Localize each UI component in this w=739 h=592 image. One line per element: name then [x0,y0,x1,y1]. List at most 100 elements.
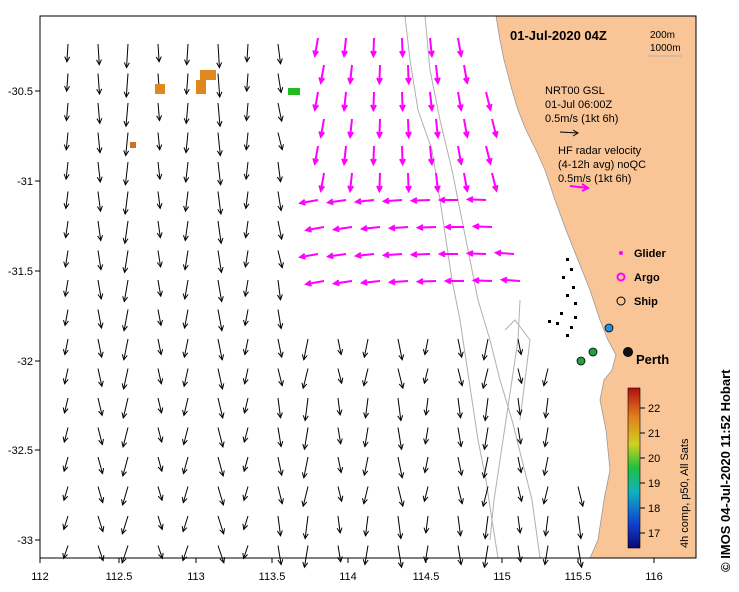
hf-vector [376,64,383,86]
gsl-vector [121,427,129,448]
gsl-vector [422,368,429,385]
gsl-vector [242,397,249,415]
hf-vector [462,64,470,85]
lon-tick-label: 112 [31,571,49,583]
gsl-vector [155,43,162,63]
gsl-vector [182,309,189,330]
hf-legend-note: (4-12h avg) noQC [558,159,646,171]
hf-vector [434,172,441,194]
gsl-vector [183,132,190,154]
gsl-vector [216,102,223,128]
hf-vector [347,64,354,86]
gsl-vector [397,368,405,390]
hf-vector [331,279,353,287]
hf-vector [443,277,464,285]
gsl-vector [397,545,404,569]
glider-marker [566,294,569,297]
gsl-vector [182,279,189,300]
hf-vector [318,118,326,139]
gsl-vector [157,397,164,415]
gsl-vector [217,309,224,332]
gsl-vector [242,338,249,356]
gsl-vector [122,191,129,216]
gsl-vector [157,515,164,531]
gsl-vector [217,368,225,390]
gsl-vector [301,456,309,479]
perth-marker [623,347,633,357]
date-label: 01-Jul-2020 04Z [510,28,607,43]
hf-vector [428,145,435,167]
hf-vector [399,91,406,113]
gsl-vector [157,309,163,327]
gsl-vector [422,338,429,356]
gsl-vector [423,397,430,417]
gsl-vector [156,161,163,181]
gsl-vector [481,338,489,361]
gsl-vector [301,338,309,361]
gsl-vector [277,456,284,477]
gsl-vector [456,515,463,537]
hf-vector [443,223,464,231]
gsl-vector [122,279,129,303]
gsl-vector [243,191,250,210]
gsl-legend-title: NRT00 GSL [545,85,605,97]
gsl-vector [157,279,163,298]
glider-marker [570,268,573,271]
gsl-vector [182,427,189,446]
gsl-vector [482,515,489,540]
hf-vector [347,118,354,140]
gsl-vector [182,397,189,417]
hf-vector [376,118,383,140]
gsl-vector [423,427,430,445]
hf-vector [437,250,458,258]
hf-vector [471,223,493,230]
gsl-vector [217,191,224,216]
hf-vector [456,37,464,58]
gsl-vector [277,132,284,151]
gsl-vector [457,456,464,477]
colorbar-tick-label: 21 [648,428,660,440]
hf-vector [456,145,464,166]
gsl-vector [121,456,129,477]
gsl-vector [482,397,489,422]
hf-vector [428,91,435,113]
gsl-vector [120,545,129,564]
gsl-vector [397,486,405,508]
gsl-vector [362,368,369,387]
gsl-vector [301,368,309,390]
lat-tick-label: -33 [17,535,33,547]
hf-vector [456,91,464,112]
colorbar-tick-label: 17 [648,528,660,540]
gsl-vector [216,73,223,99]
gsl-vector [481,368,489,390]
gsl-vector [183,161,190,184]
gsl-vector [276,397,283,419]
gsl-vector [181,515,189,533]
hf-vector [493,249,515,257]
hf-vector [437,196,458,204]
gsl-scale-arrow [559,129,579,137]
gsl-vector [423,515,430,535]
gsl-vector [302,545,309,569]
lon-tick-label: 113.5 [259,571,286,583]
gsl-vector [302,427,309,451]
hf-vector [312,145,320,166]
hf-vector [318,64,326,85]
gsl-vector [277,338,284,359]
credit-text: © IMOS 04-Jul-2020 11:52 Hobart [718,369,733,572]
hf-vector [428,37,435,59]
hf-vector [331,225,353,233]
gsl-vector [422,486,429,503]
gsl-vector [543,515,550,537]
hf-vector [485,145,493,166]
gsl-vector [277,73,284,94]
gsl-vector [277,220,284,241]
gsl-vector [182,338,189,359]
gsl-vector [277,368,284,387]
gsl-vector [242,368,249,385]
hf-vector [387,278,409,286]
lon-tick-label: 114 [339,571,357,583]
ship-marker [604,323,614,333]
glider-marker [560,312,563,315]
